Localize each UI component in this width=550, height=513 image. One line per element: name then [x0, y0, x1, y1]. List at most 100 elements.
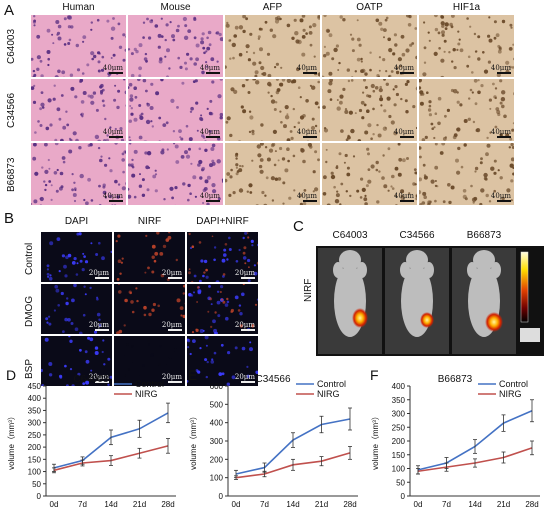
- tumor-signal-2: [420, 312, 434, 328]
- y-tick-label: 100: [210, 474, 224, 483]
- panel-letter-d: D: [6, 368, 16, 383]
- y-axis-label: volume（mm³）: [371, 412, 380, 470]
- scale-bar-label: 40μm: [394, 65, 414, 74]
- panel-a-tile-c34566-afp: 40μm: [224, 78, 321, 142]
- y-tick-label: 250: [28, 431, 42, 440]
- tumor-signal-1: [352, 308, 368, 328]
- scale-bar-label: 40μm: [491, 65, 511, 74]
- scale-bar-label: 40μm: [200, 193, 220, 202]
- y-axis-label: volume（mm³）: [7, 412, 16, 470]
- scale-bar: [497, 136, 511, 138]
- legend-label-control: Control: [135, 379, 164, 389]
- y-tick-label: 100: [28, 468, 42, 477]
- scale-bar: [206, 136, 220, 138]
- scale-bar: [95, 329, 109, 331]
- scale-bar-label: 40μm: [297, 65, 317, 74]
- scale-bar-label: 40μm: [103, 129, 123, 138]
- scale-bar: [241, 277, 255, 279]
- x-tick-label: 28d: [161, 500, 174, 508]
- y-tick-label: 300: [28, 419, 42, 428]
- legend-label-nirg: NIRG: [135, 389, 158, 399]
- panel-a-row-c34566: C34566: [6, 93, 17, 128]
- panel-a-tile-c64003-human: 40μm: [30, 14, 127, 78]
- scale-bar-label: 40μm: [103, 193, 123, 202]
- scale-bar-label: 40μm: [394, 193, 414, 202]
- x-tick-label: 21d: [497, 500, 510, 508]
- panel-a-tile-b66873-hif1a: 40μm: [418, 142, 515, 206]
- x-tick-label: 0d: [414, 500, 423, 508]
- panel-b-header-nirf: NIRF: [113, 216, 186, 227]
- scale-bar: [109, 200, 123, 202]
- x-tick-label: 7d: [442, 500, 451, 508]
- scale-bar: [497, 72, 511, 74]
- panel-a-row-c64003: C64003: [6, 29, 17, 64]
- y-tick-label: 400: [392, 382, 406, 391]
- y-tick-label: 350: [28, 406, 42, 415]
- scale-bar: [303, 136, 317, 138]
- panel-a-tile-b66873-mouse: 40μm: [127, 142, 224, 206]
- scale-bar-label: 40μm: [297, 193, 317, 202]
- panel-c-header-b66873: B66873: [452, 230, 516, 241]
- panel-b-tile-dmog-0: 20μm: [40, 283, 113, 335]
- tumor-signal-3: [485, 312, 503, 332]
- panel-a-header-mouse: Mouse: [127, 2, 224, 13]
- x-tick-label: 0d: [232, 500, 241, 508]
- x-tick-label: 14d: [468, 500, 481, 508]
- scale-bar: [109, 72, 123, 74]
- scale-bar-label: 20μm: [235, 270, 255, 279]
- y-tick-label: 450: [28, 382, 42, 391]
- panel-b-tile-control-0: 20μm: [40, 231, 113, 283]
- y-tick-label: 300: [392, 410, 406, 419]
- scale-bar-label: 40μm: [491, 193, 511, 202]
- y-axis-label: volume（mm³）: [189, 412, 198, 470]
- scale-bar: [168, 277, 182, 279]
- legend-label-control: Control: [317, 379, 346, 389]
- panel-c-letter: C: [293, 218, 304, 235]
- scale-bar: [303, 200, 317, 202]
- scale-bar: [400, 200, 414, 202]
- y-tick-label: 250: [392, 423, 406, 432]
- panel-c-header-c64003: C64003: [318, 230, 382, 241]
- scale-bar-label: 20μm: [162, 322, 182, 331]
- y-tick-label: 500: [210, 400, 224, 409]
- panel-b-row-dmog: DMOG: [24, 296, 35, 327]
- scale-bar-label: 40μm: [200, 65, 220, 74]
- panel-a-header-hif1a: HIF1a: [418, 2, 515, 13]
- scale-bar-label: 40μm: [200, 129, 220, 138]
- x-tick-label: 0d: [50, 500, 59, 508]
- chart-title: C34566: [255, 374, 290, 385]
- scale-bar-label: 20μm: [162, 270, 182, 279]
- panel-b-header-dapi-nirf: DAPI+NIRF: [186, 216, 259, 227]
- panel-a-header-afp: AFP: [224, 2, 321, 13]
- panel-a-tile-c34566-human: 40μm: [30, 78, 127, 142]
- scale-bar-label: 20μm: [235, 322, 255, 331]
- panel-a-tile-b66873-human: 40μm: [30, 142, 127, 206]
- panel-b-tile-dmog-2: 20μm: [186, 283, 259, 335]
- scale-bar: [168, 329, 182, 331]
- x-tick-label: 28d: [343, 500, 356, 508]
- panel-c-header-c34566: C34566: [385, 230, 449, 241]
- scale-bar: [241, 329, 255, 331]
- legend-label-control: Control: [499, 379, 528, 389]
- fluorescence-colorbar: [521, 252, 528, 322]
- x-tick-label: 7d: [78, 500, 87, 508]
- scale-bar-label: 40μm: [103, 65, 123, 74]
- scale-bar: [206, 72, 220, 74]
- y-tick-label: 200: [28, 443, 42, 452]
- y-tick-label: 400: [210, 419, 224, 428]
- panel-a-tile-b66873-afp: 40μm: [224, 142, 321, 206]
- y-tick-label: 150: [392, 451, 406, 460]
- panel-a-tile-c34566-mouse: 40μm: [127, 78, 224, 142]
- y-tick-label: 50: [396, 478, 405, 487]
- panel-b-tile-control-2: 20μm: [186, 231, 259, 283]
- panel-a-tile-c64003-mouse: 40μm: [127, 14, 224, 78]
- x-tick-label: 21d: [133, 500, 146, 508]
- y-tick-label: 200: [392, 437, 406, 446]
- scale-bar: [400, 72, 414, 74]
- scale-bar-label: 40μm: [394, 129, 414, 138]
